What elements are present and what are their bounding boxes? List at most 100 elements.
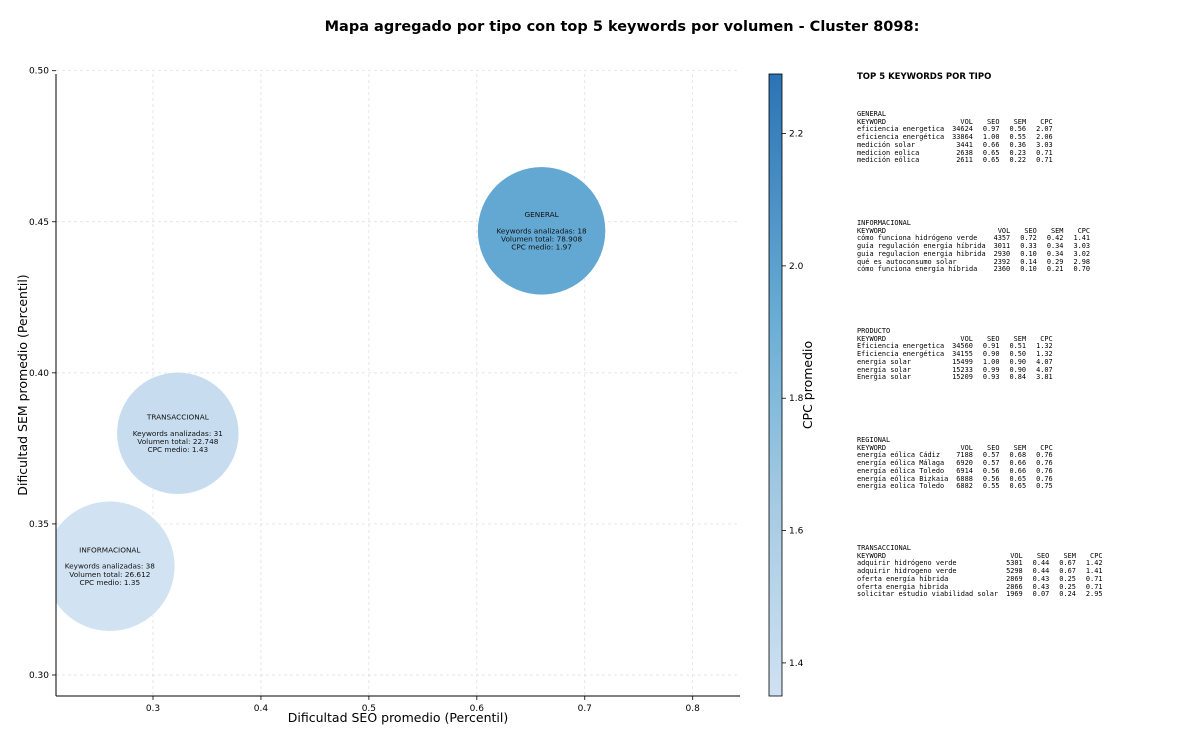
table-cell: 1.42 [1085,559,1103,568]
colorbar: 1.4 1.6 1.8 2.0 2.2 [768,73,804,697]
table-cell: 34155 [952,350,973,359]
column-header: KEYWORD [857,117,887,126]
table-cell: 0.90 [982,350,1000,359]
column-header: SEO [987,117,1000,126]
table-cell: adquirir hidrogeno verde [857,567,957,576]
column-header: CPC [1040,117,1053,126]
table-cell: 0.72 [1020,234,1037,243]
column-header: CPC [1090,551,1103,560]
table-cell: 0.66 [982,140,1000,149]
table-cell: medicion eolica [857,148,920,157]
table-cell: 6920 [956,459,973,468]
column-header: SEO [1036,551,1050,560]
table-cell: 0.55 [1009,133,1027,142]
table-cell: 2869 [1006,574,1023,583]
column-header: VOL [960,334,973,343]
bubble-transaccional [116,372,240,495]
table-cell: 0.29 [1046,257,1064,266]
table-cell: 0.65 [1009,474,1027,483]
keyword-table-producto: PRODUCTO KEYWORD VOL SEO SEM CPC Eficiencia en… [857,327,1053,382]
x-tick-label: 0.3 [146,704,160,714]
column-header: SEM [1013,117,1027,126]
bubble-label-transaccional: CPC medio: 1.43 [147,445,208,454]
table-cell: 3.81 [1036,373,1053,382]
table-row: Eficiencia energética 34155 0.90 0.50 1.32 [857,350,1053,359]
table-cell: 4357 [993,234,1011,243]
table-cell: 0.56 [982,474,1000,483]
table-cell: 0.43 [1032,574,1050,583]
table-cell: 0.91 [982,342,1000,351]
table-cell: 0.65 [1009,482,1027,491]
x-tick-label: 0.8 [686,704,701,714]
table-cell: 7188 [956,451,973,460]
table-row: Energia solar 15209 0.93 0.84 3.81 [857,374,1053,382]
keyword-table-regional: REGIONAL KEYWORD VOL SEO SEM CPC energía eólic… [857,436,1053,491]
table-row: solicitar estudio viabilidad solar 1969 0.… [857,591,1103,599]
table-row: energia eolica Toledo 6882 0.55 0.65 0.75 [857,483,1053,491]
column-header: CPC [1077,226,1091,235]
table-cell: cómo funciona hidrógeno verde [857,234,978,243]
table-cell: oferta energia hibrida [857,582,949,591]
table-cell: qué es autoconsumo solar [857,257,957,266]
table-row: adquirir hidrógeno verde 5301 0.44 0.67 1.42 [857,560,1103,568]
x-tick-label: 0.6 [470,704,485,714]
y-tick-label: 0.40 [29,369,49,379]
column-header: KEYWORD [857,226,887,235]
table-cell: cómo funciona energía híbrida [857,265,978,274]
table-cell: 0.97 [982,125,1000,134]
table-cell: 0.43 [1032,582,1050,591]
table-cell: 1.00 [982,133,1000,142]
table-cell: 15499 [952,357,973,366]
panel-title: TOP 5 KEYWORDS POR TIPO [857,72,992,82]
table-cell: energía eólica Málaga [857,459,945,468]
table-cell: 1.00 [982,357,1000,366]
table-cell: 0.44 [1032,559,1050,568]
table-row: Eficiencia energetica 34560 0.91 0.51 1.32 [857,343,1053,351]
table-cell: 3441 [956,140,973,149]
table-cell: 34624 [952,125,973,134]
table-cell: 1969 [1006,590,1023,599]
table-cell: 33864 [952,133,973,142]
bubble-label-informacional: Volumen total: 26.612 [69,570,150,579]
keyword-table: KEYWORD VOL SEO SEM CPC Eficiencia energetica… [857,334,1053,382]
table-cell: 0.76 [1036,451,1053,460]
group-name: TRANSACCIONAL [857,544,911,552]
table-cell: medición solar [857,140,916,149]
table-row: medicion eolica 2638 0.65 0.23 0.71 [857,148,1053,158]
table-row: energía eólica Toledo 6914 0.56 0.66 0.76 [857,467,1053,476]
table-cell: 0.10 [1020,265,1037,274]
column-header: KEYWORD [857,551,887,560]
column-header: SEO [987,443,1000,452]
table-cell: 3011 [993,242,1011,251]
table-cell: 1.41 [1073,234,1091,243]
column-header: SEM [1063,551,1076,560]
table-cell: 0.65 [982,156,1000,165]
table-cell: 0.24 [1059,590,1076,599]
keyword-table: KEYWORD VOL SEO SEM CPC cómo funciona hidróge… [857,226,1091,274]
table-cell: energia solar [857,357,911,366]
table-row: guía regulación energía híbrida 3011 0.33 0… [857,242,1090,251]
table-cell: guía regulación energía híbrida [857,242,986,251]
colorbar-tick-label: 2.0 [789,262,804,272]
table-cell: oferta energía híbrida [857,574,949,583]
table-row: energía eólica Málaga 6920 0.57 0.66 0.76 [857,459,1053,468]
column-header: SEM [1050,226,1064,235]
table-cell: energía eólica Bizkaia [857,474,949,483]
y-tick-label: 0.30 [29,671,49,681]
bubble-label-general: CPC medio: 1.97 [511,243,572,252]
bubble-label-informacional: CPC medio: 1.35 [79,578,140,587]
table-cell: 4.07 [1036,365,1053,374]
bubble-general [477,166,606,296]
table-row: qué es autoconsumo solar 2392 0.14 0.29 2.98 [857,257,1090,267]
table-cell: 2866 [1006,582,1023,591]
keyword-table: KEYWORD VOL SEO SEM CPC adquirir hidrógeno ve… [857,551,1103,599]
table-cell: energía eólica Cádiz [857,451,940,460]
table-cell: 0.33 [1020,242,1037,251]
x-tick-label: 0.7 [578,704,592,714]
table-row: energía solar 15233 0.99 0.90 4.07 [857,365,1053,375]
table-cell: 0.71 [1085,582,1103,591]
table-row: energía eólica Cádiz 7188 0.57 0.68 0.76 [857,452,1053,460]
table-cell: 0.10 [1020,249,1037,258]
table-cell: 0.66 [1009,459,1027,468]
